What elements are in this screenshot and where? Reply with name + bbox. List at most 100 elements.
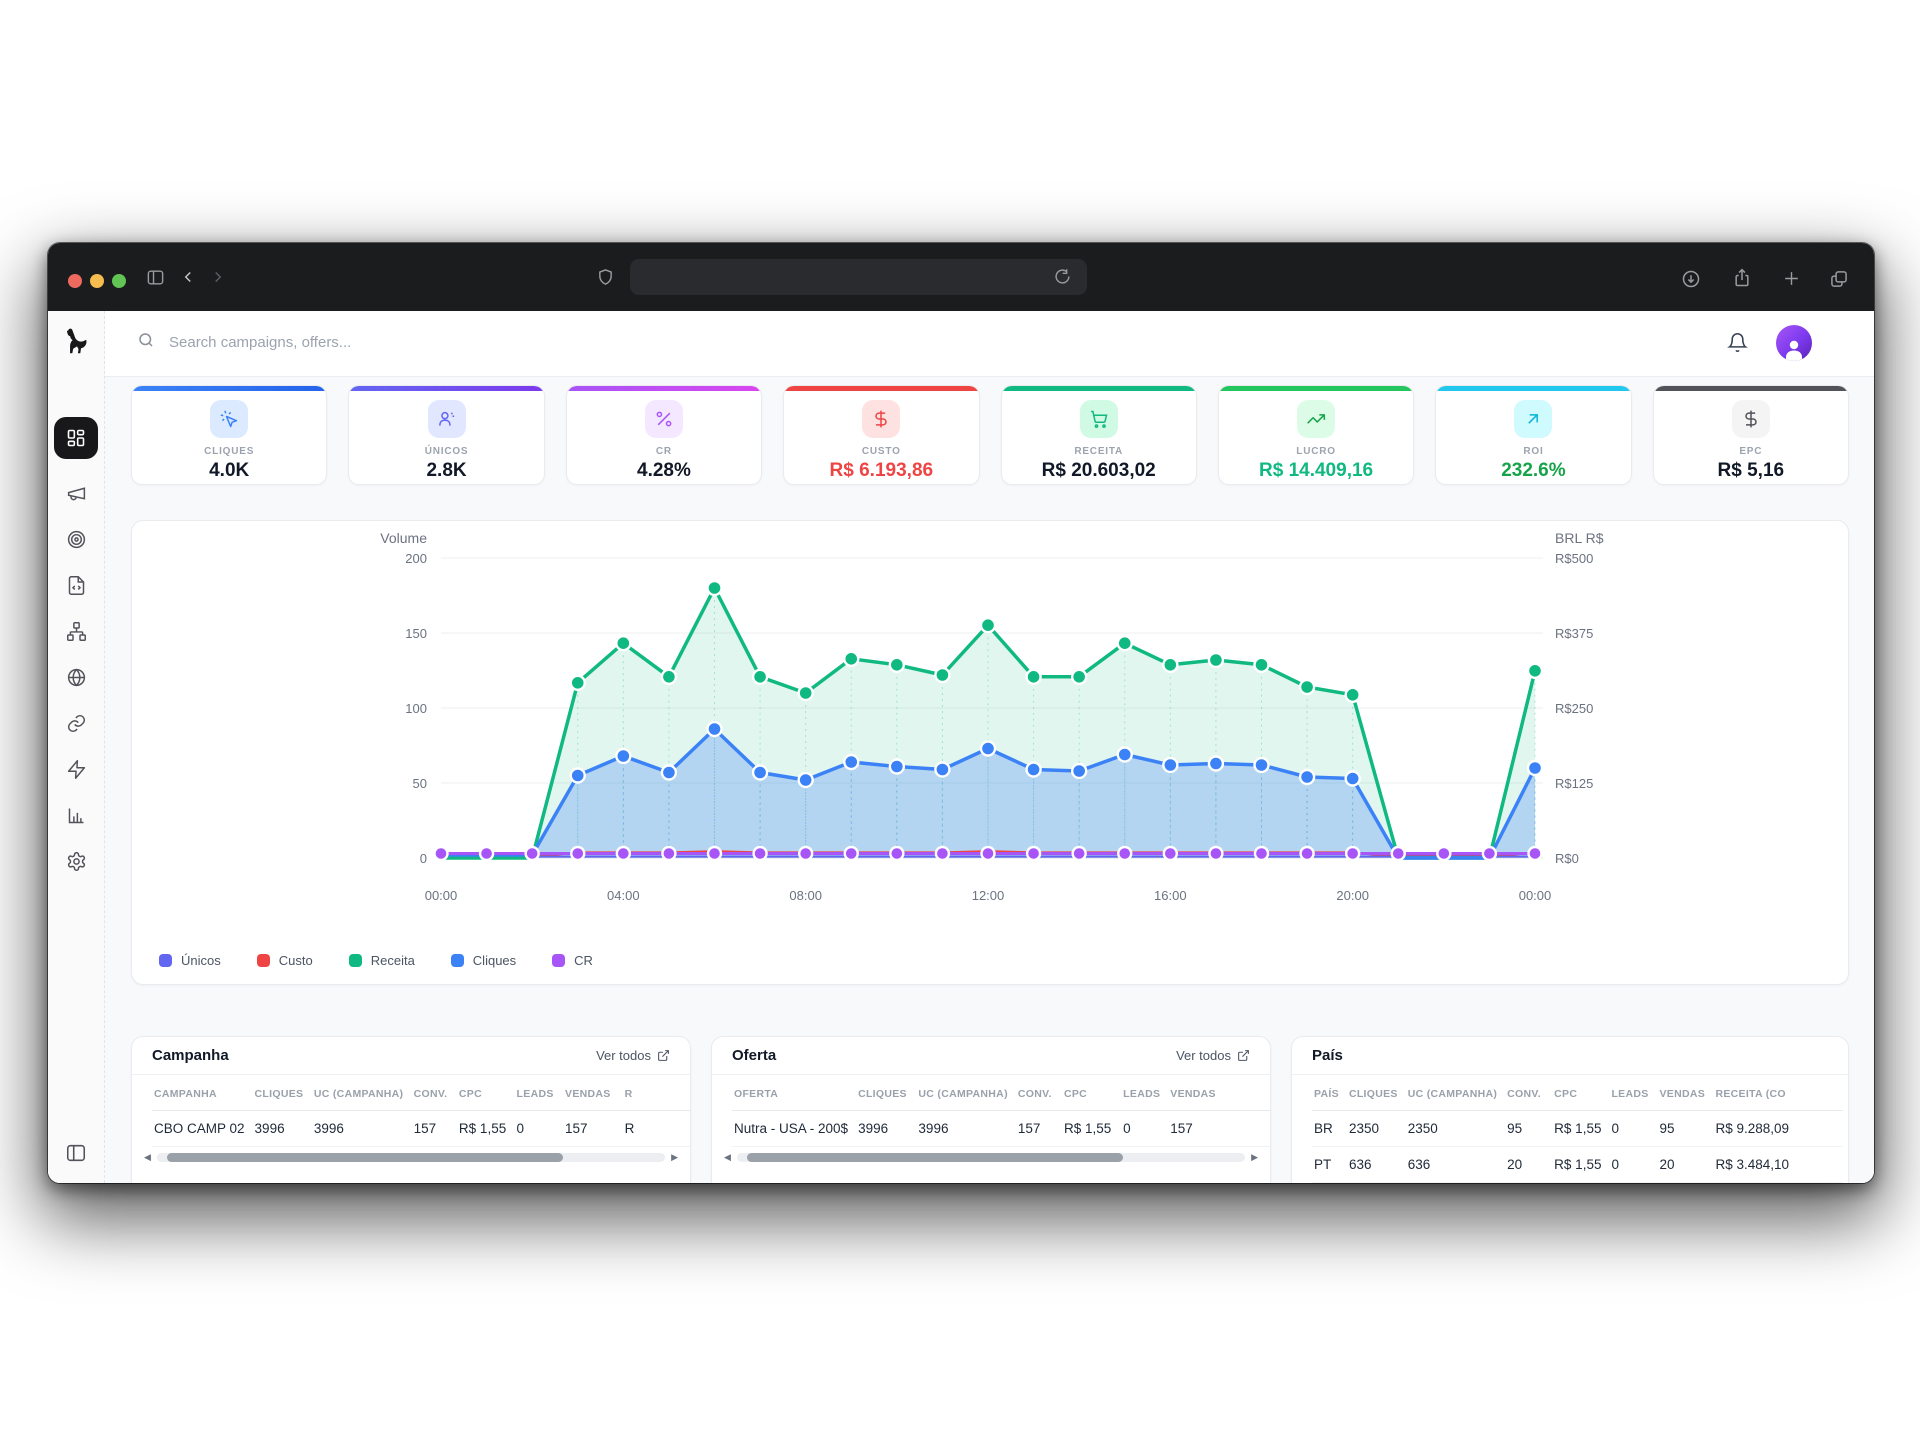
- legend-item-unicos[interactable]: Únicos: [159, 953, 221, 968]
- cell: 157: [1015, 1110, 1062, 1147]
- svg-text:R$500: R$500: [1555, 551, 1593, 566]
- scrollbar-track[interactable]: [736, 1153, 1246, 1162]
- new-tab-icon[interactable]: [1782, 269, 1801, 288]
- cell: 636: [1346, 1146, 1406, 1183]
- sidebar-item-campaigns megaphone-icon[interactable]: [64, 481, 88, 505]
- scrollbar-thumb[interactable]: [167, 1153, 564, 1162]
- cell: 0: [1121, 1110, 1169, 1147]
- scroll-right-icon[interactable]: ▶: [671, 1152, 678, 1162]
- downloads-icon[interactable]: [1681, 269, 1701, 289]
- close-window-button[interactable]: [68, 274, 82, 288]
- campanha-table-card: Campanha Ver todos CAMPANHA: [131, 1036, 691, 1183]
- oferta-table: OFERTA CLIQUES UC (CAMPANHA) CONV. CPC L…: [732, 1075, 1270, 1147]
- dollar-icon: [862, 400, 901, 438]
- table-row: BR 2350 2350 95 R$ 1,55 0 95 R$ 9.288,09: [1312, 1110, 1844, 1147]
- legend-swatch: [450, 954, 464, 967]
- column-header: CPC: [1552, 1075, 1610, 1111]
- zoom-window-button[interactable]: [112, 274, 126, 288]
- cell: 0: [1609, 1146, 1658, 1183]
- svg-text:20:00: 20:00: [1336, 888, 1369, 903]
- cell: R$ 1,55: [456, 1110, 515, 1147]
- kpi-card-unicos: ÚNICOS 2.8K: [348, 385, 545, 485]
- column-header: VENDAS: [1168, 1075, 1270, 1111]
- svg-text:100: 100: [405, 701, 427, 716]
- search-icon: [137, 331, 155, 354]
- collapse-sidebar-icon panel-left-icon[interactable]: [65, 1142, 87, 1169]
- column-header: CLIQUES: [856, 1075, 917, 1111]
- tab-overview-icon[interactable]: [1829, 269, 1849, 289]
- svg-text:0: 0: [420, 851, 427, 866]
- privacy-shield-icon[interactable]: [597, 267, 614, 287]
- sidebar-item-settings gear-icon[interactable]: [64, 849, 88, 873]
- search-input[interactable]: [169, 334, 529, 351]
- sidebar-item-domains globe-icon[interactable]: [64, 665, 88, 689]
- scroll-left-icon[interactable]: ◀: [724, 1152, 731, 1162]
- user-avatar[interactable]: [1776, 325, 1812, 361]
- kpi-value: R$ 14.409,16: [1259, 460, 1374, 481]
- back-icon[interactable]: [179, 268, 197, 286]
- legend-item-cr[interactable]: CR: [552, 953, 593, 968]
- users-icon: [427, 400, 466, 438]
- sidebar-item-links link-icon[interactable]: [64, 711, 88, 735]
- cell: 0: [514, 1110, 564, 1147]
- cell: R$ 1,55: [1061, 1110, 1122, 1147]
- kpi-label: CLIQUES: [204, 446, 255, 457]
- cell: 95: [1505, 1110, 1553, 1147]
- sidebar-item-targets target-icon[interactable]: [64, 527, 88, 551]
- legend-label: CR: [574, 953, 593, 968]
- cell: CBO CAMP 02: [152, 1110, 253, 1147]
- ver-todos-link[interactable]: Ver todos: [1176, 1048, 1250, 1063]
- kpi-value: R$ 20.603,02: [1041, 460, 1156, 481]
- kpi-card-roi: ROI 232.6%: [1435, 385, 1632, 485]
- scrollbar-track[interactable]: [156, 1153, 666, 1162]
- dog-logo-icon[interactable]: [62, 327, 92, 357]
- cell: 95: [1657, 1110, 1714, 1147]
- kpi-label: ROI: [1523, 446, 1544, 457]
- cell: 3996: [856, 1110, 917, 1147]
- kpi-value: 4.28%: [637, 460, 691, 481]
- svg-text:BRL R$: BRL R$: [1555, 530, 1604, 546]
- main-content: CLIQUES 4.0K ÚNICOS 2.8K: [105, 377, 1874, 1183]
- legend-label: Únicos: [181, 953, 221, 968]
- cell: R$ 1,55: [1552, 1146, 1610, 1183]
- kpi-card-epc: EPC R$ 5,16: [1652, 385, 1849, 485]
- share-icon[interactable]: [1732, 268, 1752, 288]
- svg-text:200: 200: [405, 551, 427, 566]
- kpi-accent-bar: [1436, 386, 1631, 391]
- cell: 3996: [916, 1110, 1016, 1147]
- percent-icon: [644, 400, 683, 438]
- column-header: CAMPANHA: [152, 1075, 253, 1111]
- cell: 157: [563, 1110, 623, 1147]
- legend-item-receita[interactable]: Receita: [348, 953, 415, 968]
- kpi-card-cr: CR 4.28%: [565, 385, 763, 485]
- column-header: UC (CAMPANHA): [916, 1075, 1016, 1111]
- pais-table-card: País PAÍS CLIQUES UC (CAMPANHA) CONV.: [1291, 1036, 1849, 1183]
- sidebar-item-flows network-icon[interactable]: [64, 619, 88, 643]
- forward-icon[interactable]: [209, 268, 227, 286]
- scroll-right-icon[interactable]: ▶: [1251, 1152, 1258, 1162]
- table-header-row: PAÍS CLIQUES UC (CAMPANHA) CONV. CPC LEA…: [1312, 1075, 1844, 1111]
- browser-sidebar-toggle-icon[interactable]: [146, 268, 165, 287]
- svg-text:16:00: 16:00: [1154, 888, 1187, 903]
- scrollbar-thumb[interactable]: [747, 1153, 1124, 1162]
- sidebar-item-scripts file-code-icon[interactable]: [64, 573, 88, 597]
- reload-icon[interactable]: [1054, 268, 1071, 290]
- ver-todos-link[interactable]: Ver todos: [596, 1048, 670, 1063]
- legend-label: Receita: [370, 953, 415, 968]
- notifications-bell-icon[interactable]: [1727, 332, 1748, 358]
- cell: R$ 3.484,10: [1713, 1146, 1844, 1183]
- legend-item-custo[interactable]: Custo: [256, 953, 313, 968]
- kpi-card-lucro: LUCRO R$ 14.409,16: [1217, 385, 1415, 485]
- sidebar-item-dashboard grid-dashboard-icon[interactable]: [54, 417, 98, 459]
- legend-item-cliques[interactable]: Cliques: [450, 953, 516, 968]
- svg-text:12:00: 12:00: [972, 888, 1005, 903]
- kpi-label: CUSTO: [861, 446, 901, 457]
- sidebar-item-automation zap-icon[interactable]: [64, 757, 88, 781]
- scroll-left-icon[interactable]: ◀: [144, 1152, 151, 1162]
- table-row: PT 636 636 20 R$ 1,55 0 20 R$ 3.484,10: [1312, 1146, 1844, 1183]
- address-bar[interactable]: [630, 259, 1087, 295]
- horizontal-scrollbar: ◀ ▶: [724, 1153, 1258, 1162]
- column-header: VENDAS: [1657, 1075, 1714, 1111]
- minimize-window-button[interactable]: [90, 274, 104, 288]
- sidebar-item-reports bar-chart-icon[interactable]: [64, 803, 88, 827]
